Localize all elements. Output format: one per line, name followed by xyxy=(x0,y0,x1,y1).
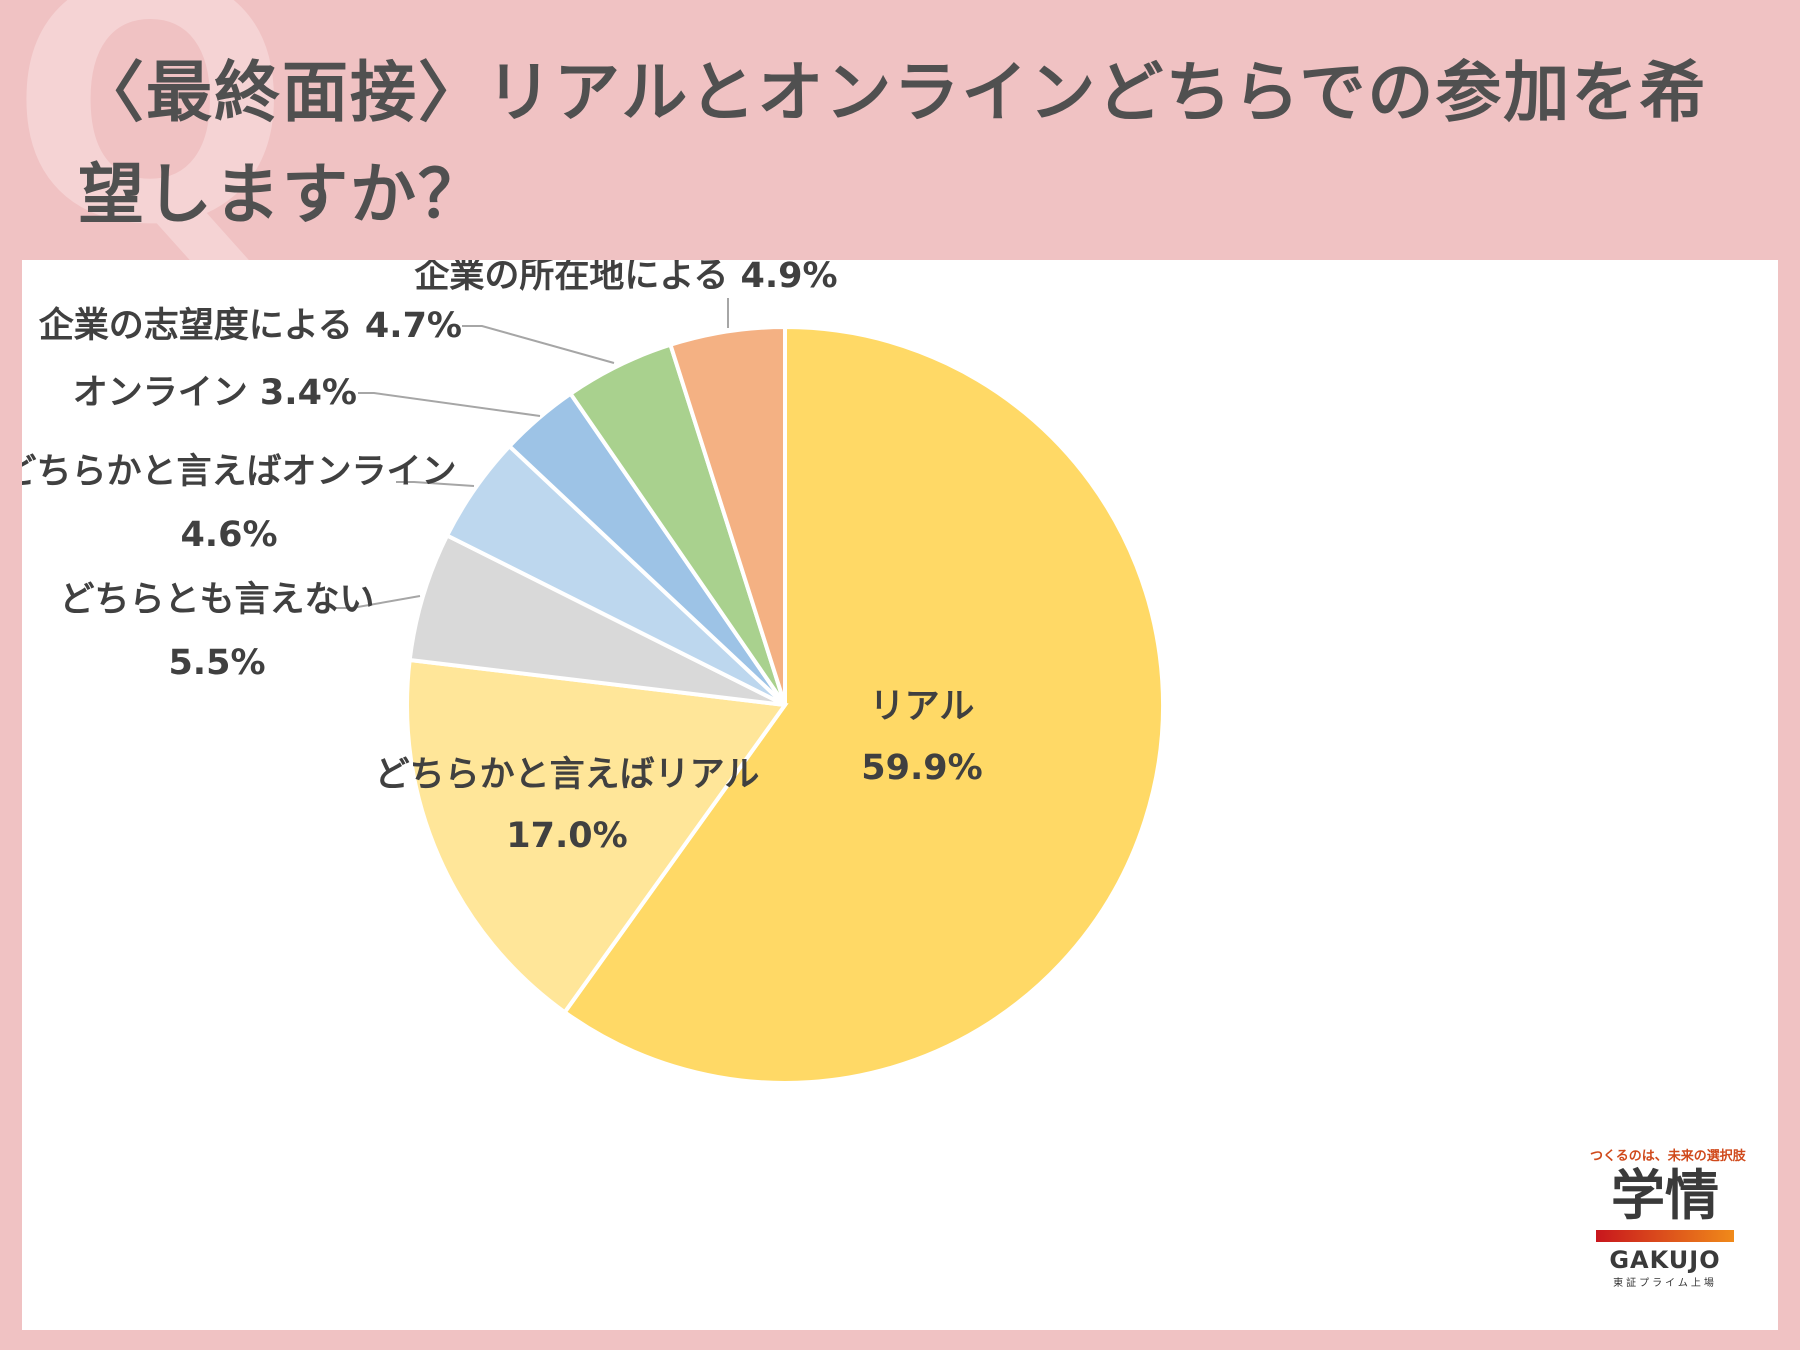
logo-bar xyxy=(1596,1230,1734,1242)
slice-label-6: 企業の志望度による 4.7% xyxy=(39,305,462,346)
page-title: 〈最終面接〉リアルとオンラインどちらでの参加を希望しますか？ xyxy=(78,54,1708,233)
leader-line-5 xyxy=(358,392,541,417)
slice-label-5: オンライン 3.4% xyxy=(73,373,357,413)
slice-label-name-2: どちらかと言えばリアル xyxy=(375,755,760,795)
pie-chart: リアル 59.9% どちらかと言えばリアル 17.0% どちらとも言えない 5.5% どちら… xyxy=(22,260,1165,1085)
logo-kanji: 学情 xyxy=(1611,1164,1719,1227)
slice-label-7: 企業の所在地による 4.9% xyxy=(414,260,837,296)
pie-slice-1 xyxy=(561,324,1165,1085)
pie-slice-3 xyxy=(407,532,786,707)
logo-sub: 東証プライム上場 xyxy=(1613,1278,1717,1289)
logo-english: GAKUJO xyxy=(1609,1246,1721,1274)
leader-line-4 xyxy=(396,481,475,487)
slice-label-value-1: 59.9% xyxy=(861,748,982,788)
leader-line-3 xyxy=(334,595,421,609)
q-watermark: Q xyxy=(10,0,291,297)
pie-slice-2 xyxy=(405,657,789,1015)
slice-label-name-4: どちらかと言えばオンライン xyxy=(22,452,457,492)
slice-label-name-3: どちらとも言えない xyxy=(59,580,374,620)
pie-slice-7 xyxy=(667,324,787,706)
logo-tagline: つくるのは、未来の選択肢 xyxy=(1590,1149,1746,1164)
leader-line-6 xyxy=(462,325,615,364)
gakujo-logo: つくるのは、未来の選択肢 学情 GAKUJO 東証プライム上場 xyxy=(1590,1145,1746,1289)
slice-label-value-2: 17.0% xyxy=(506,816,627,856)
slice-label-value-4: 4.6% xyxy=(180,515,277,555)
chart-panel: リアル 59.9% どちらかと言えばリアル 17.0% どちらとも言えない 5.5% どちら… xyxy=(22,260,1778,1330)
slice-label-name-1: リアル xyxy=(870,687,975,727)
slice-label-value-3: 5.5% xyxy=(168,643,265,683)
